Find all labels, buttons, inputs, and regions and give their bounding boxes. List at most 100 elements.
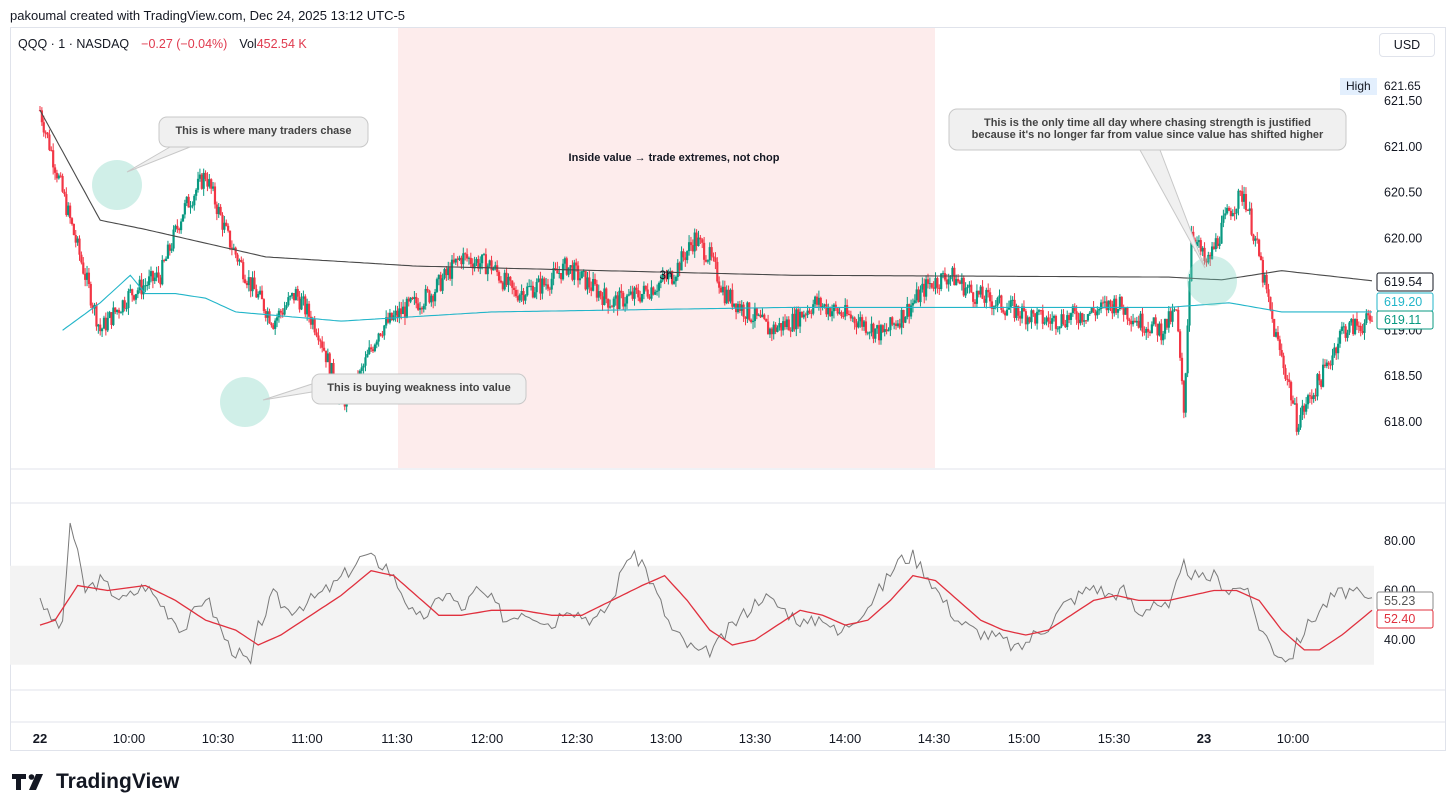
candle (776, 327, 779, 332)
candle (1318, 374, 1321, 381)
candle (958, 281, 962, 284)
candle (840, 312, 843, 316)
candle (398, 308, 401, 318)
candle (838, 312, 841, 314)
candle (268, 311, 271, 324)
candle (616, 295, 619, 310)
candle (400, 308, 403, 315)
candle (108, 312, 111, 318)
candle (766, 321, 770, 335)
volume-label: Vol452.54 K (239, 37, 307, 51)
candle (1357, 325, 1360, 327)
rsi-ma-line (39, 569, 1373, 651)
candle (680, 251, 683, 271)
callout-chase[interactable] (158, 116, 369, 148)
candle (1165, 318, 1169, 328)
candle (283, 308, 286, 315)
candle (810, 312, 813, 314)
candle (307, 303, 311, 317)
candle (631, 291, 634, 299)
candle (1052, 315, 1056, 319)
candle (966, 287, 969, 289)
candle (925, 279, 928, 297)
candle (535, 281, 538, 293)
interval-marker: 3h (659, 268, 672, 282)
candle (1258, 239, 1261, 256)
candle (300, 298, 303, 310)
candle (281, 312, 284, 315)
candle (53, 167, 57, 173)
symbol-legend[interactable]: QQQ · 1 · NASDAQ −0.27 (−0.04%) Vol452.5… (18, 37, 307, 51)
candle (121, 300, 124, 313)
time-axis-label: 22 (33, 731, 47, 746)
candle (262, 299, 265, 311)
candle (731, 289, 734, 307)
candle (1071, 306, 1074, 314)
candle (529, 285, 533, 287)
candle (1252, 234, 1255, 241)
candle (686, 251, 689, 261)
candle (1329, 364, 1332, 366)
candle (1210, 246, 1214, 260)
candle (808, 310, 811, 313)
candle (1090, 308, 1093, 313)
candle (324, 350, 328, 363)
symbol-label[interactable]: QQQ · 1 · NASDAQ (18, 37, 130, 51)
candle (1135, 320, 1138, 323)
chart-credit: pakoumal created with TradingView.com, D… (10, 8, 406, 23)
candle (721, 286, 725, 293)
candle (161, 260, 164, 285)
candle (885, 329, 888, 332)
candle (891, 317, 894, 325)
candle (1030, 310, 1033, 323)
tradingview-logo[interactable]: TradingView (12, 770, 179, 794)
candle (362, 365, 365, 368)
candle (210, 179, 213, 189)
candle (1084, 320, 1088, 322)
candle (236, 254, 239, 262)
candle (467, 257, 471, 259)
candle (672, 281, 676, 284)
candle (230, 247, 233, 250)
candle (684, 257, 687, 261)
candle (874, 328, 877, 339)
candle (1130, 320, 1133, 325)
candle (383, 325, 386, 336)
candle (240, 260, 243, 263)
candle (1344, 326, 1347, 338)
candle (272, 325, 275, 329)
candle (988, 292, 992, 302)
candle (832, 304, 836, 312)
callout-weakness[interactable] (311, 373, 527, 405)
candle (787, 319, 790, 331)
candle (870, 323, 873, 333)
candle (592, 279, 595, 291)
candle (191, 205, 194, 207)
candle (148, 276, 151, 285)
candle (409, 297, 412, 302)
price-tick-label: 620.50 (1384, 186, 1422, 200)
candle (706, 260, 709, 262)
candle (1094, 311, 1097, 316)
callout-strength[interactable] (948, 108, 1347, 151)
candle (1169, 311, 1172, 322)
candle (1092, 308, 1095, 312)
candle (159, 277, 162, 285)
candle (176, 225, 179, 229)
candle (189, 206, 192, 208)
candle (82, 262, 85, 274)
candle (433, 291, 437, 302)
candle (546, 284, 550, 289)
candle (168, 244, 171, 251)
candle (1229, 210, 1232, 217)
candle (1145, 328, 1148, 333)
candle (674, 277, 677, 282)
callout-weakness-text: This is buying weakness into value (327, 382, 510, 394)
candle (1310, 396, 1313, 400)
candle (1218, 243, 1221, 246)
candle (1054, 315, 1058, 329)
currency-button[interactable]: USD (1379, 33, 1435, 57)
candle (1115, 298, 1118, 313)
candle (1282, 355, 1285, 369)
